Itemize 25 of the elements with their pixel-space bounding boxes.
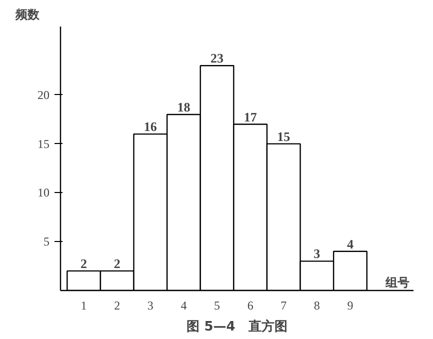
data-label: 15 <box>277 128 291 144</box>
x-tick-label: 7 <box>280 298 287 312</box>
y-tick-label: 15 <box>38 136 50 151</box>
x-tick-label: 5 <box>214 298 220 312</box>
x-tick-label: 4 <box>180 298 187 312</box>
y-tick-label: 20 <box>38 88 50 102</box>
x-tick-label: 1 <box>80 298 87 312</box>
data-label: 2 <box>80 256 88 271</box>
x-tick-label: 2 <box>114 298 120 312</box>
data-label: 18 <box>177 100 191 114</box>
text: 图 5—4 直方图 <box>186 318 288 334</box>
x-axis-title: 组号 <box>384 276 410 290</box>
x-tick-label: 8 <box>314 298 320 312</box>
y-tick-label: 5 <box>44 234 50 249</box>
x-tick-label: 3 <box>147 298 154 312</box>
y-axis-title: 频数 <box>14 8 40 22</box>
data-label: 17 <box>244 109 258 124</box>
x-tick-label: 6 <box>247 298 254 312</box>
data-label: 23 <box>210 50 224 66</box>
x-tick-label: 9 <box>347 298 354 312</box>
data-label: 16 <box>144 119 158 134</box>
y-tick-label: 10 <box>38 186 50 200</box>
data-label: 3 <box>314 246 321 262</box>
data-label: 2 <box>114 256 120 271</box>
data-label: 4 <box>346 236 354 252</box>
